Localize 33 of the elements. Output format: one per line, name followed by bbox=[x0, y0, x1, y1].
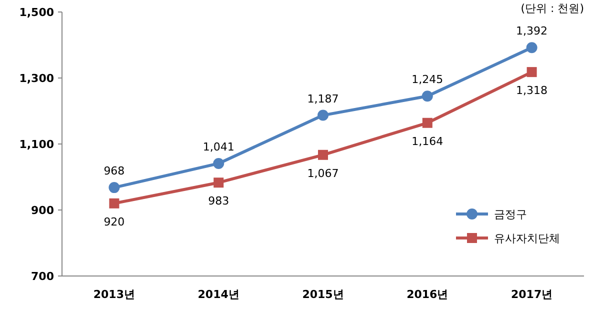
point bbox=[214, 178, 224, 188]
data-label: 1,067 bbox=[307, 166, 339, 180]
point bbox=[213, 158, 224, 169]
point bbox=[422, 90, 433, 102]
data-label: 1,187 bbox=[307, 92, 339, 106]
point bbox=[318, 150, 328, 160]
x-tick-label: 2017년 bbox=[510, 288, 553, 301]
legend-label: 금정구 bbox=[494, 208, 527, 221]
data-label: 968 bbox=[104, 164, 125, 178]
x-tick-label: 2013년 bbox=[93, 288, 136, 301]
point bbox=[109, 198, 120, 208]
y-tick-label: 1,500 bbox=[19, 6, 54, 19]
data-label: 1,392 bbox=[516, 24, 548, 38]
point bbox=[526, 42, 538, 54]
y-tick-label: 1,300 bbox=[19, 72, 54, 85]
data-label: 1,041 bbox=[202, 140, 234, 154]
data-label: 1,164 bbox=[412, 134, 444, 148]
y-tick-label: 700 bbox=[31, 270, 54, 283]
data-label: 1,245 bbox=[412, 73, 444, 86]
x-tick-label: 2015년 bbox=[302, 288, 344, 301]
y-tick-label: 1,100 bbox=[19, 138, 54, 151]
legend-label: 유사자치단체 bbox=[494, 232, 560, 245]
point bbox=[526, 67, 537, 78]
point bbox=[108, 182, 120, 194]
x-tick-label: 2014년 bbox=[198, 288, 240, 301]
annotation: (단위 : 천원) bbox=[520, 2, 584, 15]
point bbox=[318, 110, 328, 121]
data-label: 983 bbox=[208, 194, 230, 208]
y-tick-label: 900 bbox=[31, 204, 54, 217]
x-tick-label: 2016년 bbox=[406, 288, 448, 301]
data-label: 1,318 bbox=[516, 84, 548, 98]
data-label: 920 bbox=[104, 215, 125, 228]
point bbox=[422, 118, 432, 128]
